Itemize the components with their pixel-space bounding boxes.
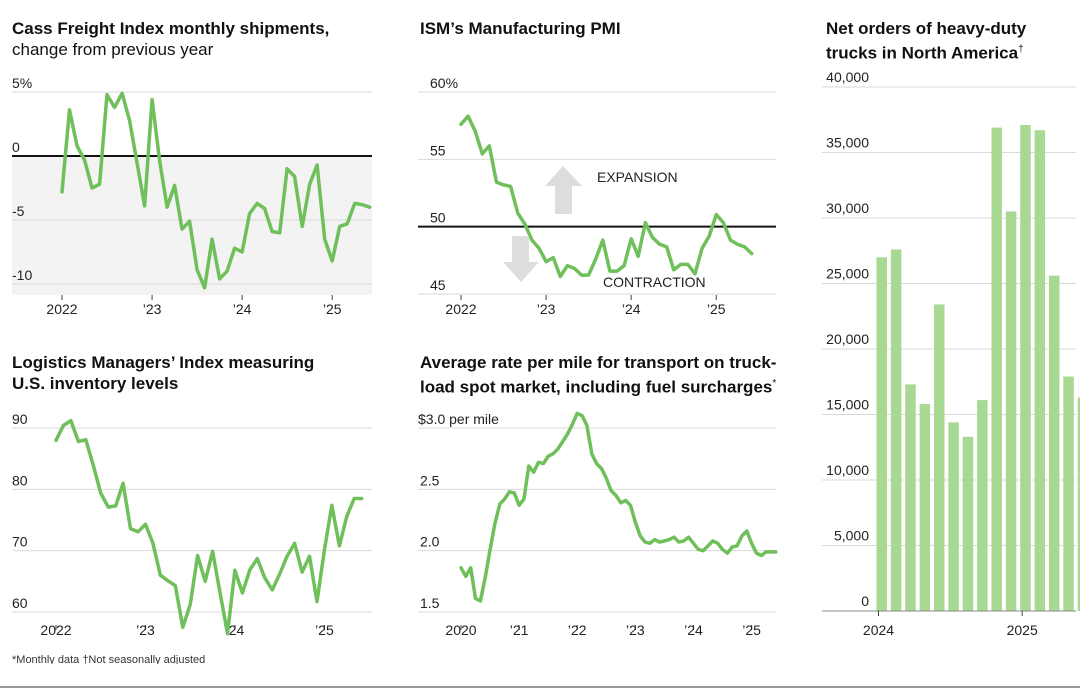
trucks-bar bbox=[991, 127, 1002, 612]
trucks-bar bbox=[977, 400, 988, 611]
trucks-bar bbox=[1020, 124, 1031, 612]
rate-series-line bbox=[459, 411, 778, 603]
rate-ytick-label: 2.0 bbox=[420, 534, 440, 550]
trucks-xtick-label: 2024 bbox=[863, 622, 894, 638]
rate-ytick-label: 1.5 bbox=[420, 595, 440, 611]
lmi-xtick-label: ’25 bbox=[315, 622, 334, 638]
lmi-ytick-label: 60 bbox=[12, 595, 28, 611]
rate-ytick-label: $3.0 per mile bbox=[418, 411, 499, 427]
ism-ytick-label: 60% bbox=[430, 75, 458, 91]
expansion-label: EXPANSION bbox=[597, 169, 678, 185]
ism-xtick-label: ’23 bbox=[537, 301, 556, 317]
contraction-label: CONTRACTION bbox=[603, 274, 706, 290]
ism-ytick-label: 55 bbox=[430, 142, 446, 158]
footnote: *Monthly data †Not seasonally adjusted bbox=[12, 654, 206, 664]
lmi-xtick-label: 2022 bbox=[40, 622, 71, 638]
trucks-ytick-label: 30,000 bbox=[826, 200, 869, 216]
trucks-ytick-label: 5,000 bbox=[834, 528, 869, 544]
trucks-bar bbox=[1034, 130, 1046, 612]
cass-subtitle: change from previous year bbox=[12, 40, 214, 59]
cass-title: Cass Freight Index monthly shipments, ch… bbox=[12, 18, 372, 60]
rate-ytick-label: 2.5 bbox=[420, 472, 440, 488]
ism-xtick-label: ’25 bbox=[707, 301, 726, 317]
trucks-ytick-label: 40,000 bbox=[826, 69, 869, 85]
trucks-bar bbox=[1048, 275, 1060, 611]
ism-series-line bbox=[459, 114, 754, 279]
lmi-ytick-label: 70 bbox=[12, 534, 28, 550]
trucks-bar bbox=[1063, 376, 1074, 611]
trucks-ytick-label: 15,000 bbox=[826, 397, 869, 413]
lmi-title-line2: U.S. inventory levels bbox=[12, 374, 179, 393]
cass-title-text: Cass Freight Index monthly shipments, bbox=[12, 19, 330, 38]
lmi-ytick-label: 80 bbox=[12, 472, 28, 488]
expansion-arrow-icon bbox=[545, 166, 582, 214]
lmi-title-line1: Logistics Managers’ Index measuring bbox=[12, 353, 315, 372]
lmi-ytick-label: 90 bbox=[12, 411, 28, 427]
cass-ytick-label: -5 bbox=[12, 203, 25, 219]
rate-title: Average rate per mile for transport on t… bbox=[420, 352, 820, 398]
trucks-title-mark: † bbox=[1018, 44, 1024, 55]
ism-xtick-label: 2022 bbox=[445, 301, 476, 317]
rate-xtick-label: ’23 bbox=[626, 622, 645, 638]
ism-xtick-label: ’24 bbox=[622, 301, 641, 317]
trucks-title-line1: Net orders of heavy-duty bbox=[826, 19, 1027, 38]
trucks-bar bbox=[905, 384, 916, 611]
trucks-bar bbox=[1005, 211, 1017, 611]
cass-ytick-label: -10 bbox=[12, 267, 32, 283]
cass-xtick-label: 2022 bbox=[46, 301, 77, 317]
trucks-xtick-label: 2025 bbox=[1007, 622, 1038, 638]
trucks-bar bbox=[1077, 397, 1080, 611]
trucks-ytick-label: 25,000 bbox=[826, 266, 869, 282]
trucks-bar bbox=[962, 436, 974, 611]
rate-title-line2: load spot market, including fuel surchar… bbox=[420, 377, 773, 397]
cass-xtick-label: ’25 bbox=[323, 301, 342, 317]
trucks-ytick-label: 35,000 bbox=[826, 135, 869, 151]
cass-xtick-label: ’23 bbox=[143, 301, 162, 317]
lmi-xtick-label: ’23 bbox=[136, 622, 155, 638]
rate-xtick-label: ’21 bbox=[510, 622, 529, 638]
trucks-title: Net orders of heavy-duty trucks in North… bbox=[826, 18, 1076, 64]
lmi-xtick-label: ’24 bbox=[226, 622, 245, 638]
rate-xtick-label: ’22 bbox=[568, 622, 587, 638]
trucks-ytick-label: 20,000 bbox=[826, 331, 869, 347]
rate-title-mark: * bbox=[772, 378, 777, 389]
ism-ytick-label: 50 bbox=[430, 210, 446, 226]
trucks-bar bbox=[948, 422, 959, 611]
trucks-ytick-label: 10,000 bbox=[826, 462, 869, 478]
trucks-bar bbox=[876, 257, 887, 611]
cass-series-line bbox=[60, 91, 372, 290]
cass-xtick-label: ’24 bbox=[233, 301, 252, 317]
ism-ytick-label: 45 bbox=[430, 277, 446, 293]
contraction-arrow-icon bbox=[503, 236, 539, 282]
rate-title-line1: Average rate per mile for transport on t… bbox=[420, 353, 777, 372]
rate-xtick-label: ’25 bbox=[742, 622, 761, 638]
trucks-ytick-label: 0 bbox=[861, 593, 869, 609]
trucks-title-line2: trucks in North America bbox=[826, 43, 1019, 63]
trucks-bar bbox=[890, 249, 902, 611]
lmi-series-line bbox=[54, 418, 364, 636]
bottom-rule bbox=[0, 686, 1080, 688]
ism-title: ISM’s Manufacturing PMI bbox=[420, 19, 621, 38]
trucks-bar bbox=[933, 304, 945, 611]
lmi-title: Logistics Managers’ Index measuring U.S.… bbox=[12, 352, 392, 394]
rate-xtick-label: ’24 bbox=[684, 622, 703, 638]
cass-ytick-label: 5% bbox=[12, 75, 32, 91]
cass-ytick-label: 0 bbox=[12, 139, 20, 155]
rate-xtick-label: 2020 bbox=[445, 622, 476, 638]
trucks-bar bbox=[919, 404, 931, 611]
